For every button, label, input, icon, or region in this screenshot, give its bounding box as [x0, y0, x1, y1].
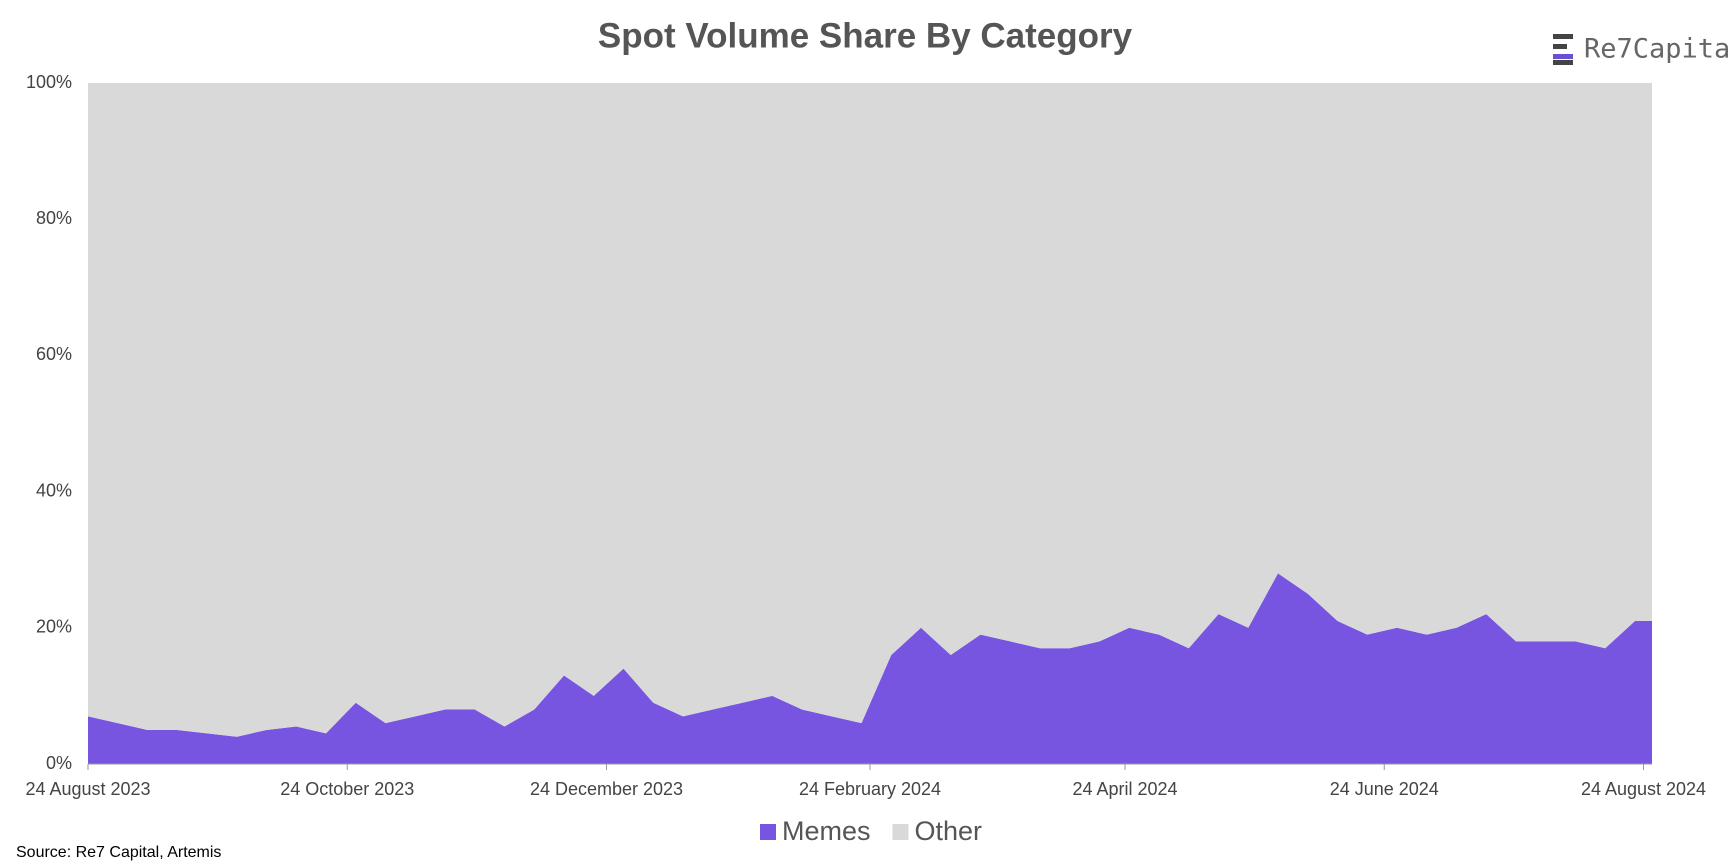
area [88, 83, 1652, 737]
legend-label: Memes [782, 816, 871, 846]
legend-swatch [892, 824, 909, 840]
y-tick-label: 80% [36, 208, 72, 228]
logo-bar [1553, 60, 1573, 65]
logo-bar [1553, 44, 1567, 49]
logo-bar [1553, 34, 1573, 39]
y-tick-label: 100% [26, 72, 72, 92]
x-tick-label: 24 October 2023 [280, 779, 414, 799]
legend-label: Other [915, 816, 983, 846]
x-tick-label: 24 June 2024 [1330, 779, 1439, 799]
area [88, 573, 1652, 764]
y-tick-label: 0% [46, 753, 72, 773]
x-tick-label: 24 December 2023 [530, 779, 683, 799]
x-tick-label: 24 February 2024 [799, 779, 941, 799]
source-note: Source: Re7 Capital, Artemis [16, 844, 221, 861]
y-tick-label: 60% [36, 344, 72, 364]
legend-swatch [760, 824, 776, 840]
x-tick-label: 24 April 2024 [1072, 779, 1177, 799]
x-tick-label: 24 August 2023 [25, 779, 150, 799]
logo-bar [1553, 54, 1573, 59]
y-tick-label: 20% [36, 617, 72, 637]
x-tick-label: 24 August 2024 [1581, 779, 1706, 799]
chart-title: Spot Volume Share By Category [598, 16, 1133, 55]
y-tick-label: 40% [36, 480, 72, 500]
